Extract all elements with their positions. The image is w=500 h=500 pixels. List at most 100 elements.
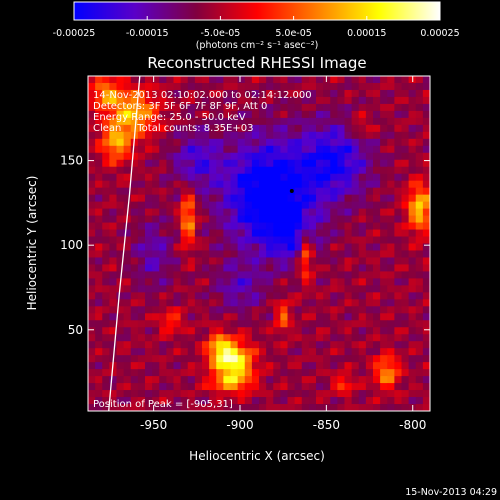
heatmap-cell: [166, 404, 174, 411]
heatmap-cell: [159, 397, 167, 405]
heatmap-cell: [194, 110, 203, 119]
heatmap-cell: [159, 285, 167, 293]
heatmap-cell: [373, 76, 381, 84]
heatmap-cell: [316, 334, 324, 342]
heatmap-cell: [351, 222, 360, 230]
heatmap-cell: [287, 306, 296, 314]
heatmap-cell: [159, 236, 167, 244]
heatmap-cell: [180, 89, 189, 98]
heatmap-cell: [102, 152, 110, 161]
heatmap-cell: [408, 320, 417, 328]
heatmap-cell: [323, 313, 331, 321]
heatmap-cell: [237, 383, 246, 391]
heatmap-cell: [223, 334, 231, 342]
heatmap-cell: [130, 313, 139, 321]
heatmap-cell: [230, 131, 239, 140]
heatmap-cell: [365, 159, 374, 168]
heatmap-cell: [187, 89, 196, 98]
heatmap-cell: [202, 390, 210, 398]
heatmap-cell: [152, 208, 160, 216]
heatmap-cell: [387, 313, 395, 321]
heatmap-cell: [408, 89, 417, 98]
heatmap-cell: [337, 320, 345, 328]
heatmap-cell: [394, 222, 402, 230]
heatmap-cell: [337, 103, 345, 112]
heatmap-cell: [251, 404, 260, 411]
heatmap-cell: [294, 166, 303, 175]
heatmap-cell: [216, 187, 224, 196]
heatmap-cell: [308, 89, 317, 98]
heatmap-cell: [102, 208, 110, 216]
heatmap-cell: [116, 362, 125, 370]
heatmap-cell: [152, 131, 160, 140]
heatmap-cell: [365, 306, 374, 314]
heatmap-cell: [330, 208, 338, 216]
heatmap-cell: [88, 369, 96, 377]
heatmap-cell: [408, 173, 417, 182]
heatmap-cell: [301, 362, 310, 370]
heatmap-cell: [187, 243, 196, 251]
heatmap-cell: [137, 124, 146, 133]
heatmap-cell: [152, 341, 160, 349]
heatmap-cell: [294, 264, 303, 272]
heatmap-cell: [294, 313, 303, 321]
heatmap-cell: [337, 383, 345, 391]
heatmap-cell: [209, 166, 217, 175]
heatmap-cell: [316, 327, 324, 335]
heatmap-cell: [209, 327, 217, 335]
heatmap-cell: [237, 110, 246, 119]
heatmap-cell: [209, 299, 217, 307]
heatmap-cell: [301, 292, 310, 300]
heatmap-cell: [216, 341, 224, 349]
heatmap-cell: [330, 236, 338, 244]
heatmap-cell: [88, 194, 96, 203]
heatmap-cell: [401, 76, 410, 84]
heatmap-cell: [95, 187, 103, 196]
heatmap-cell: [358, 229, 367, 237]
heatmap-cell: [415, 383, 424, 391]
heatmap-cell: [358, 131, 367, 140]
heatmap-cell: [152, 327, 160, 335]
heatmap-cell: [415, 89, 424, 98]
heatmap-cell: [358, 320, 367, 328]
heatmap-cell: [301, 236, 310, 244]
heatmap-cell: [166, 362, 174, 370]
heatmap-cell: [95, 152, 103, 161]
heatmap-cell: [109, 173, 117, 182]
heatmap-cell: [259, 327, 267, 335]
heatmap-cell: [259, 376, 267, 384]
heatmap-cell: [344, 383, 353, 391]
heatmap-cell: [415, 215, 424, 223]
heatmap-cell: [394, 348, 402, 356]
heatmap-cell: [308, 187, 317, 196]
heatmap-cell: [301, 334, 310, 342]
heatmap-cell: [273, 117, 281, 126]
heatmap-cell: [187, 257, 196, 265]
heatmap-cell: [308, 313, 317, 321]
heatmap-cell: [251, 306, 260, 314]
heatmap-cell: [223, 82, 231, 91]
heatmap-cell: [373, 159, 381, 168]
heatmap-cell: [394, 320, 402, 328]
heatmap-cell: [194, 397, 203, 405]
heatmap-cell: [308, 257, 317, 265]
heatmap-cell: [330, 390, 338, 398]
heatmap-cell: [294, 194, 303, 203]
heatmap-cell: [237, 159, 246, 168]
heatmap-cell: [323, 334, 331, 342]
heatmap-cell: [187, 334, 196, 342]
heatmap-cell: [194, 103, 203, 112]
heatmap-cell: [209, 124, 217, 133]
heatmap-cell: [422, 292, 430, 300]
heatmap-cell: [316, 383, 324, 391]
heatmap-cell: [351, 299, 360, 307]
heatmap-cell: [216, 96, 224, 105]
heatmap-cell: [401, 89, 410, 98]
heatmap-cell: [95, 369, 103, 377]
heatmap-cell: [216, 362, 224, 370]
heatmap-cell: [401, 131, 410, 140]
heatmap-cell: [187, 278, 196, 286]
heatmap-cell: [387, 327, 395, 335]
heatmap-cell: [358, 201, 367, 210]
heatmap-cell: [194, 229, 203, 237]
